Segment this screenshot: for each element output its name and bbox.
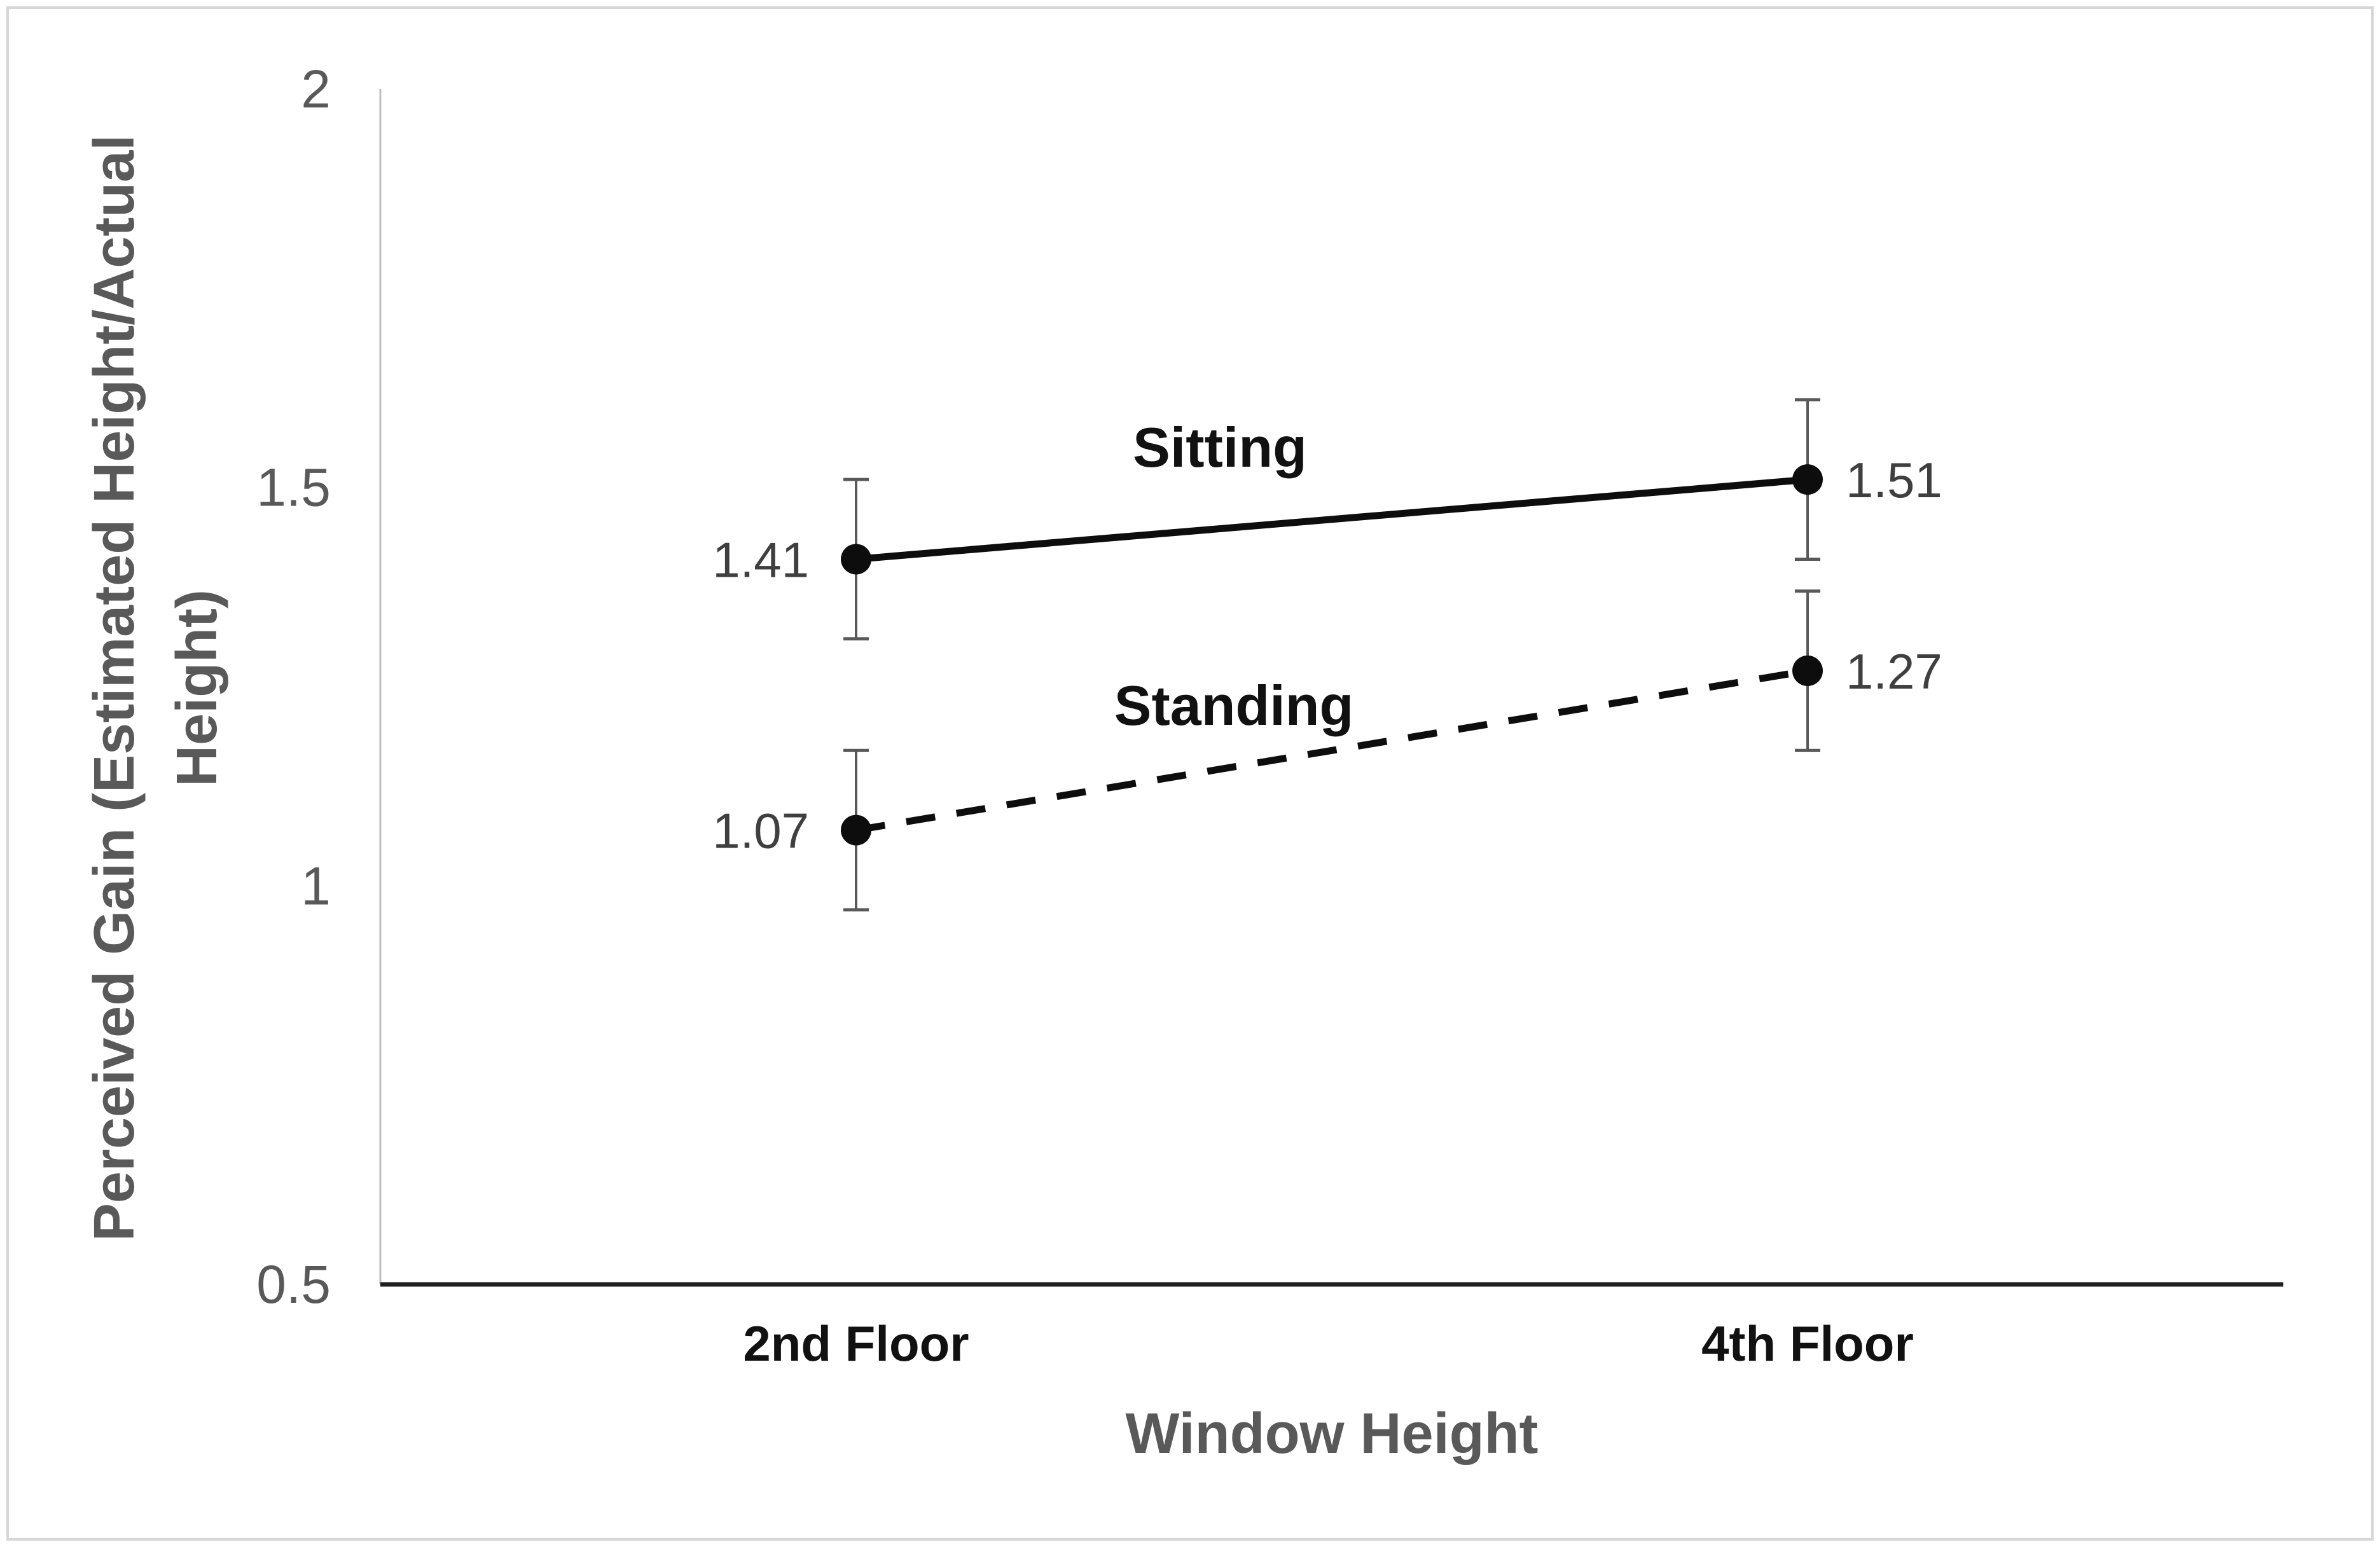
data-label-sitting-2nd-floor: 1.41: [712, 532, 809, 588]
y-tick-label-0-5: 0.5: [256, 1255, 331, 1314]
x-axis-title: Window Height: [1125, 1402, 1538, 1466]
x-category-label-4th-floor: 4th Floor: [1701, 1316, 1914, 1372]
x-category-label-2nd-floor: 2nd Floor: [743, 1316, 969, 1372]
data-point-marker-standing-1: [1792, 655, 1823, 686]
series-label-sitting: Sitting: [1133, 416, 1307, 479]
data-label-sitting-4th-floor: 1.51: [1846, 452, 1942, 508]
chart-plot-area: [379, 89, 2283, 1287]
y-tick-label-2: 2: [301, 59, 331, 119]
data-point-marker-sitting-0: [841, 544, 871, 575]
chart-frame-border: [6, 6, 2374, 1541]
series-line-standing: [855, 667, 1808, 834]
y-axis-title-line2: Height): [165, 589, 229, 787]
y-tick-label-1-5: 1.5: [256, 458, 331, 518]
y-axis-title-line1: Perceived Gain (Estimated Height/Actual: [83, 135, 146, 1242]
data-label-standing-2nd-floor: 1.07: [712, 803, 809, 859]
series-label-standing: Standing: [1114, 674, 1353, 737]
y-tick-label-1: 1: [301, 856, 331, 916]
series-line-sitting: [855, 476, 1808, 563]
data-label-standing-4th-floor: 1.27: [1846, 643, 1942, 699]
data-point-marker-standing-0: [841, 815, 871, 846]
data-point-marker-sitting-1: [1792, 464, 1823, 495]
